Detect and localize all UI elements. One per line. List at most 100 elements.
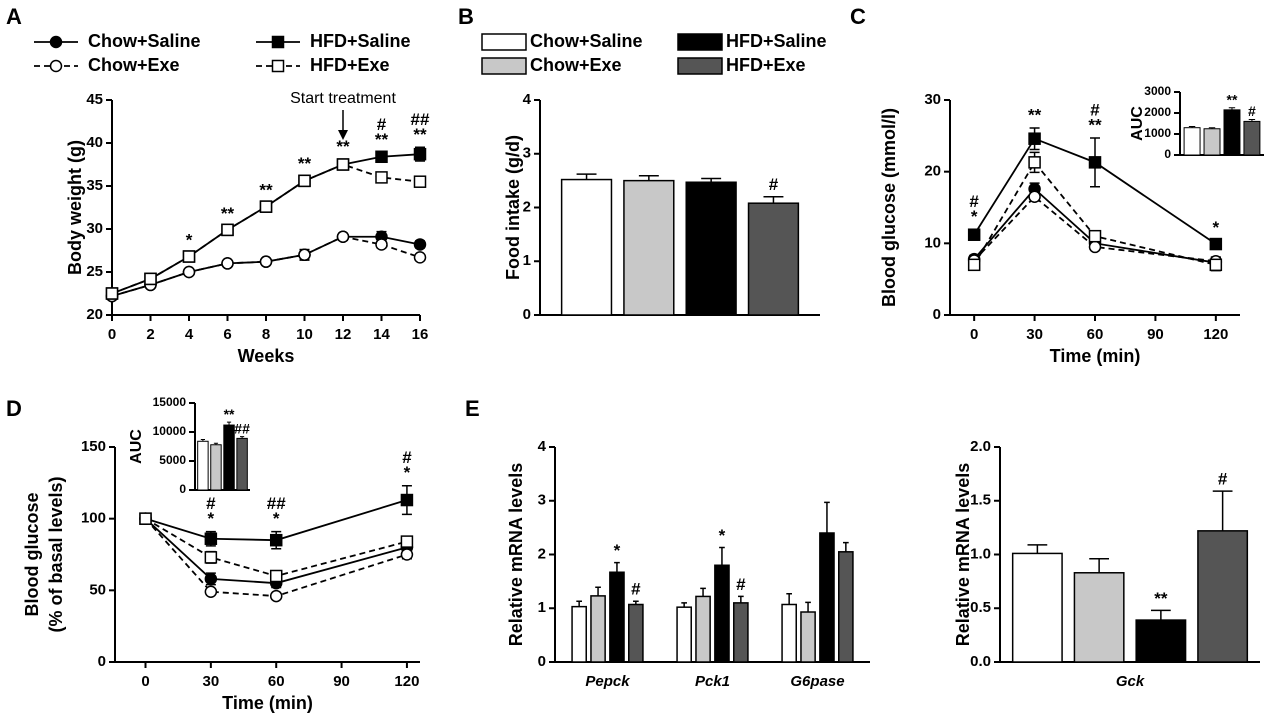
y-axis-label: AUC [128, 429, 145, 464]
significance: ## [411, 110, 430, 129]
x-tick-label: 0 [970, 326, 978, 343]
significance: * [614, 541, 621, 560]
significance: ## [267, 494, 286, 513]
error-bar [1089, 558, 1110, 573]
y-tick-label: 1.0 [970, 545, 991, 562]
significance: # [1218, 470, 1228, 489]
significance: ** [1088, 115, 1102, 134]
error-bar [1027, 544, 1048, 554]
point [413, 175, 427, 188]
error-bar [638, 175, 659, 181]
x-tick-label: 8 [262, 326, 270, 343]
panel-label: B [458, 4, 474, 29]
y-tick-label: 0.5 [970, 599, 991, 616]
error-bar [576, 173, 597, 180]
point [1088, 156, 1102, 169]
y-axis-label: Body weight (g) [65, 140, 85, 275]
significance: * [186, 231, 193, 250]
legend-swatch [481, 33, 527, 51]
point [1088, 229, 1102, 243]
y-tick-label: 50 [89, 581, 106, 598]
annotation: Start treatment [290, 90, 396, 107]
point [204, 551, 218, 564]
bar [609, 571, 625, 663]
point [204, 572, 218, 586]
bar [223, 424, 235, 491]
line [973, 137, 1217, 245]
x-axis-label: Time (min) [222, 693, 313, 713]
y-tick-label: 2 [523, 198, 531, 215]
x-tick-label: Gck [1116, 673, 1145, 690]
point [400, 535, 414, 548]
y-tick-label: 0 [179, 482, 186, 496]
significance: # [206, 494, 216, 513]
point [182, 265, 196, 279]
x-tick-label: 90 [333, 673, 350, 690]
y-tick-label: 100 [81, 510, 106, 527]
point [259, 255, 273, 268]
error-bar [700, 587, 706, 597]
y-tick-label: 0 [933, 306, 941, 323]
y-tick-label: 2 [538, 545, 546, 562]
legend-label: Chow+Exe [88, 55, 180, 75]
y-tick-label: 2000 [1144, 105, 1171, 119]
significance: # [969, 192, 979, 211]
panel-label: E [465, 396, 480, 421]
point [182, 250, 196, 263]
point [336, 230, 350, 243]
bar [197, 440, 209, 491]
point [221, 257, 234, 270]
point [375, 238, 388, 251]
point [1028, 156, 1041, 169]
point [400, 493, 414, 507]
x-tick-label: 10 [296, 326, 313, 343]
significance: ** [336, 137, 350, 156]
bar [695, 595, 711, 663]
y-axis-label: Blood glucose (mmol/l) [879, 108, 899, 307]
line [973, 195, 1216, 263]
y-tick-label: 4 [523, 91, 532, 108]
bar [1183, 127, 1201, 156]
legend-label: Chow+Saline [530, 31, 643, 51]
error-bar [763, 196, 784, 204]
x-tick-label: 30 [1026, 326, 1043, 343]
error-bar [786, 592, 792, 605]
point [221, 223, 234, 237]
legend-swatch [677, 57, 723, 75]
legend-label: HFD+Saline [726, 31, 827, 51]
significance: ** [224, 406, 235, 422]
legend-marker [49, 35, 63, 49]
significance: ** [1154, 589, 1168, 608]
y-axis-label: Relative mRNA levels [506, 463, 526, 646]
bar [1197, 530, 1249, 663]
significance: * [273, 509, 280, 528]
bar [571, 605, 587, 663]
y-axis-label: (% of basal levels) [46, 476, 66, 632]
bar [1203, 128, 1221, 156]
bar [685, 181, 737, 316]
y-tick-label: 0 [523, 306, 531, 323]
y-tick-label: 10 [924, 234, 941, 251]
legend-label: HFD+Exe [726, 55, 806, 75]
line [144, 518, 408, 597]
legend-swatch [481, 57, 527, 75]
point [269, 533, 283, 547]
x-tick-label: 30 [203, 673, 220, 690]
y-tick-label: 1.5 [970, 492, 991, 509]
significance: * [971, 207, 978, 226]
y-axis-label: Food intake (g/d) [503, 135, 523, 280]
y-tick-label: 0.0 [970, 653, 991, 670]
bar [838, 551, 854, 663]
annotation-arrowhead [338, 130, 348, 140]
y-axis-label: AUC [1129, 106, 1146, 141]
error-bar [843, 541, 849, 552]
point [1209, 237, 1223, 251]
x-tick-label: G6pase [790, 673, 844, 690]
significance: ** [1227, 91, 1238, 107]
x-tick-label: 14 [373, 326, 390, 343]
point [204, 585, 218, 599]
bar [1223, 109, 1241, 156]
y-tick-label: 3000 [1144, 84, 1171, 98]
x-tick-label: 12 [335, 326, 352, 343]
y-tick-label: 3 [538, 492, 546, 509]
